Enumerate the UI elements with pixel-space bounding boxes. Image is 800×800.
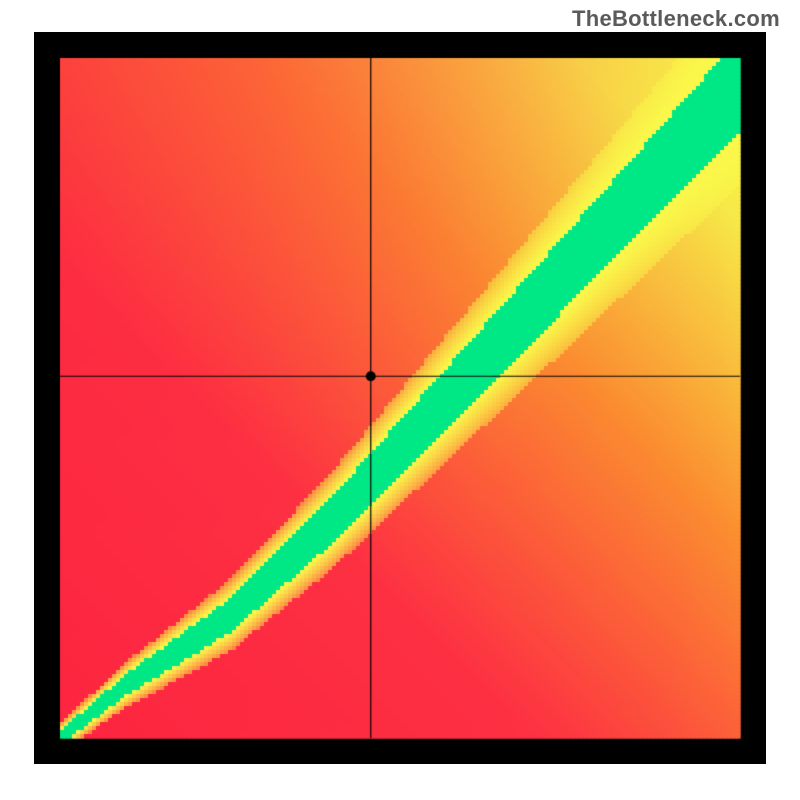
chart-frame — [34, 32, 766, 764]
watermark-text: TheBottleneck.com — [572, 6, 780, 32]
chart-container: TheBottleneck.com — [0, 0, 800, 800]
heatmap-canvas — [34, 32, 766, 764]
